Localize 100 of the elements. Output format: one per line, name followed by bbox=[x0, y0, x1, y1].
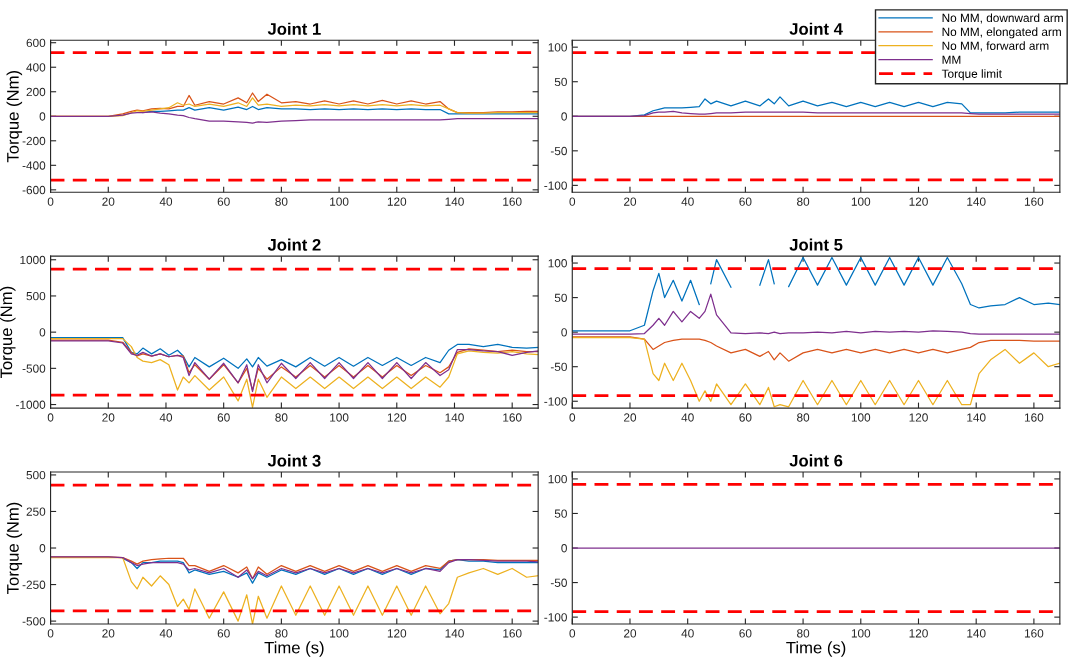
x-tick-label: 120 bbox=[387, 197, 407, 206]
x-tick-label: 140 bbox=[445, 413, 464, 422]
y-tick-label: 0 bbox=[561, 328, 567, 337]
y-tick-label: 1000 bbox=[20, 255, 46, 265]
x-tick-label: 160 bbox=[1024, 197, 1044, 206]
x-tick-label: 40 bbox=[681, 629, 694, 638]
x-tick-label: 120 bbox=[909, 629, 928, 638]
y-tick-label: -100 bbox=[544, 181, 567, 190]
x-tick-label: 100 bbox=[330, 413, 349, 422]
x-tick-label: 100 bbox=[851, 629, 871, 638]
x-tick-label: 40 bbox=[159, 413, 173, 422]
y-tick-label: 200 bbox=[26, 87, 46, 97]
x-tick-label: 160 bbox=[503, 197, 522, 206]
y-tick-label: 0 bbox=[39, 328, 46, 337]
legend-label: No MM, forward arm bbox=[942, 41, 1049, 52]
x-tick-label: 20 bbox=[624, 413, 637, 422]
y-tick-label: -50 bbox=[550, 362, 567, 372]
y-tick-label: 0 bbox=[39, 112, 46, 121]
x-tick-label: 60 bbox=[217, 629, 230, 638]
y-tick-label: 50 bbox=[554, 509, 567, 518]
x-tick-label: 40 bbox=[681, 413, 694, 422]
x-tick-label: 140 bbox=[445, 629, 464, 638]
x-tick-label: 80 bbox=[275, 629, 288, 638]
x-tick-label: 80 bbox=[797, 413, 810, 422]
y-tick-label: -400 bbox=[22, 161, 46, 170]
y-tick-label: 50 bbox=[554, 77, 567, 87]
y-tick-label: 100 bbox=[548, 259, 567, 268]
y-tick-label: 100 bbox=[548, 474, 567, 484]
x-tick-label: 80 bbox=[797, 629, 810, 638]
legend-label: No MM, elongated arm bbox=[942, 27, 1061, 39]
x-tick-label: 60 bbox=[217, 197, 230, 206]
x-tick-label: 60 bbox=[739, 197, 752, 206]
x-tick-label: 0 bbox=[569, 629, 576, 638]
y-tick-label: -500 bbox=[22, 617, 46, 626]
y-tick-label: -50 bbox=[550, 578, 567, 587]
x-tick-label: 80 bbox=[797, 197, 810, 206]
x-tick-label: 0 bbox=[569, 413, 576, 422]
y-tick-label: -200 bbox=[22, 136, 46, 146]
y-tick-label: -100 bbox=[544, 613, 567, 622]
x-tick-label: 20 bbox=[102, 413, 115, 422]
x-tick-label: 40 bbox=[681, 197, 694, 206]
x-tick-label: 80 bbox=[275, 413, 288, 422]
y-tick-label: 400 bbox=[26, 63, 46, 72]
chart-title: Joint 4 bbox=[789, 22, 843, 35]
y-tick-label: 250 bbox=[26, 507, 46, 516]
x-tick-label: 20 bbox=[624, 197, 637, 206]
x-axis-title: Time (s) bbox=[264, 641, 324, 657]
x-tick-label: 20 bbox=[102, 629, 115, 638]
x-tick-label: 120 bbox=[387, 629, 407, 638]
x-tick-label: 120 bbox=[909, 413, 928, 422]
x-tick-label: 100 bbox=[330, 629, 349, 638]
x-tick-label: 120 bbox=[387, 413, 407, 422]
chart-title: Joint 3 bbox=[267, 454, 321, 467]
y-axis-title: Torque (Nm) bbox=[6, 502, 23, 594]
x-tick-label: 140 bbox=[967, 629, 986, 638]
y-tick-label: 0 bbox=[561, 112, 567, 121]
y-tick-label: -1000 bbox=[16, 400, 46, 409]
y-tick-label: 600 bbox=[26, 38, 46, 48]
y-tick-label: 50 bbox=[554, 293, 567, 302]
y-tick-label: -250 bbox=[22, 580, 46, 589]
x-tick-label: 160 bbox=[503, 629, 522, 638]
y-axis-title: Torque (Nm) bbox=[6, 71, 23, 163]
x-tick-label: 100 bbox=[851, 413, 871, 422]
x-tick-label: 140 bbox=[967, 197, 986, 206]
x-tick-label: 160 bbox=[1024, 413, 1044, 422]
x-tick-label: 40 bbox=[159, 629, 173, 638]
x-tick-label: 40 bbox=[159, 197, 173, 206]
chart-title: Joint 1 bbox=[267, 22, 321, 35]
y-tick-label: -500 bbox=[22, 364, 46, 373]
x-tick-label: 140 bbox=[445, 197, 464, 206]
chart-title: Joint 2 bbox=[267, 238, 321, 251]
x-tick-label: 160 bbox=[503, 413, 522, 422]
y-tick-label: -100 bbox=[544, 397, 567, 406]
legend-label: No MM, downward arm bbox=[942, 13, 1063, 24]
y-tick-label: 0 bbox=[561, 544, 567, 553]
x-tick-label: 140 bbox=[967, 413, 986, 422]
legend-label: MM bbox=[942, 55, 961, 64]
x-tick-label: 160 bbox=[1024, 629, 1044, 638]
x-tick-label: 20 bbox=[624, 629, 637, 638]
x-tick-label: 100 bbox=[851, 197, 871, 206]
y-tick-label: 100 bbox=[548, 43, 567, 52]
x-tick-label: 120 bbox=[909, 197, 928, 206]
chart-title: Joint 5 bbox=[789, 238, 843, 251]
x-tick-label: 80 bbox=[275, 197, 288, 206]
y-tick-label: 500 bbox=[26, 291, 46, 301]
x-tick-label: 60 bbox=[217, 413, 230, 422]
y-tick-label: 500 bbox=[26, 470, 46, 480]
x-tick-label: 20 bbox=[102, 197, 115, 206]
x-tick-label: 60 bbox=[739, 629, 752, 638]
y-axis-title: Torque (Nm) bbox=[0, 286, 16, 379]
x-tick-label: 0 bbox=[47, 629, 54, 638]
x-tick-label: 60 bbox=[739, 413, 752, 422]
chart-title: Joint 6 bbox=[789, 454, 843, 467]
x-tick-label: 100 bbox=[330, 197, 349, 206]
y-tick-label: -600 bbox=[22, 185, 46, 195]
x-tick-label: 0 bbox=[47, 197, 54, 206]
x-axis-title: Time (s) bbox=[786, 641, 846, 657]
x-tick-label: 0 bbox=[569, 197, 576, 206]
legend-label: Torque limit bbox=[941, 69, 1002, 81]
x-tick-label: 0 bbox=[47, 413, 54, 422]
